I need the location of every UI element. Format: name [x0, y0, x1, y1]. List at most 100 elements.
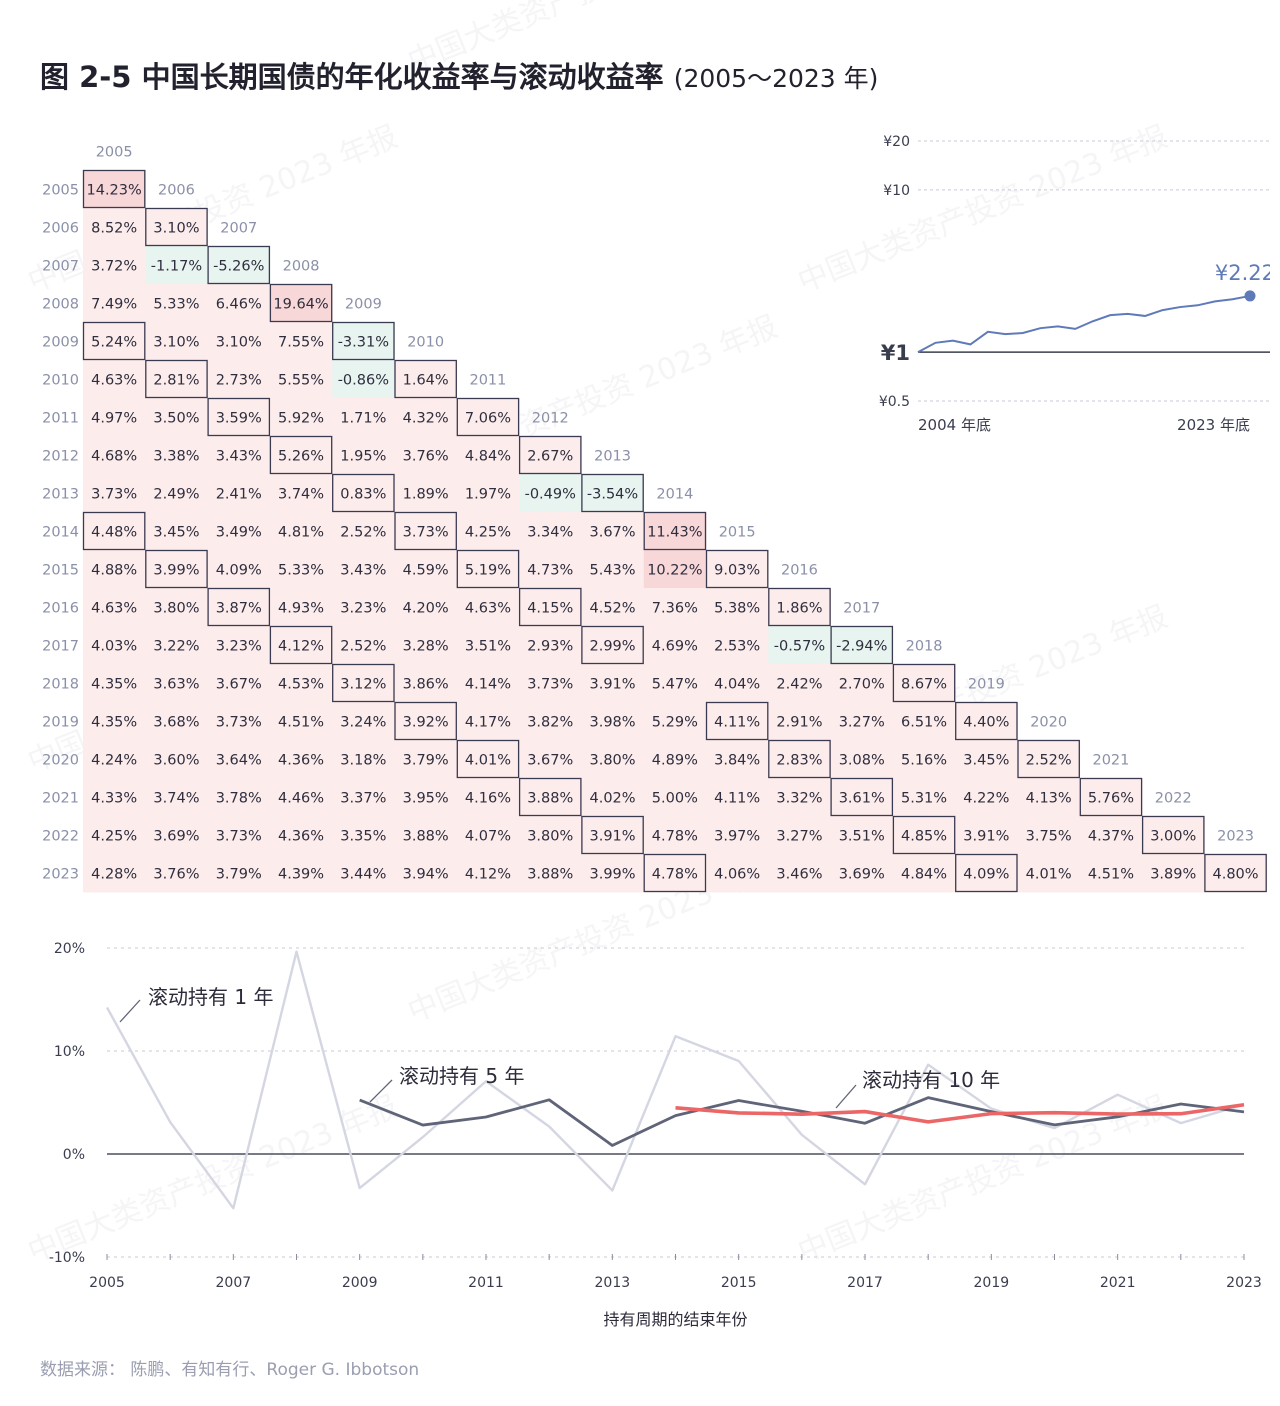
heatmap-cell-value: 4.33% [91, 791, 137, 807]
heatmap-row-label: 2010 [42, 373, 79, 389]
series-10yr-line [675, 1102, 1245, 1124]
heatmap-cell-value: 4.12% [465, 867, 511, 883]
series-1yr-line [105, 950, 1245, 1210]
heatmap-cell-box [82, 321, 146, 361]
heatmap-cell-bg [145, 854, 208, 893]
heatmap-cell-value: 7.49% [91, 297, 137, 313]
heatmap-cell-value: 4.63% [465, 601, 511, 617]
heatmap-cell-value: 4.88% [91, 563, 137, 579]
y-tick-label: ¥10 [883, 183, 910, 199]
heatmap-cell-bg [394, 588, 458, 627]
heatmap-cell-box [1204, 853, 1267, 893]
heatmap-cell-value: 3.46% [776, 867, 822, 883]
heatmap-cell-bg [332, 702, 395, 741]
heatmap-row-label: 2022 [42, 829, 79, 845]
heatmap-cell-bg [269, 474, 333, 513]
heatmap-cell-bg [207, 702, 271, 741]
heatmap-cell-value: 8.52% [91, 221, 137, 237]
heatmap-cell-bg [1079, 778, 1143, 817]
heatmap-cell-value: 3.73% [403, 525, 449, 541]
heatmap-cell-bg [1079, 854, 1143, 893]
heatmap-cell-value: 5.55% [278, 373, 324, 389]
heatmap-cell-bg [768, 778, 831, 817]
heatmap-cell-bg [581, 512, 645, 551]
heatmap-cell-value: 3.97% [714, 829, 760, 845]
heatmap-cell-box [830, 777, 894, 817]
heatmap-cell-bg [768, 816, 831, 855]
heatmap-cell-value: 4.25% [465, 525, 511, 541]
heatmap-cell-value: -2.94% [836, 639, 887, 655]
heatmap-cell-value: 3.75% [1026, 829, 1072, 845]
heatmap-row-label: 2019 [42, 715, 79, 731]
heatmap-cell-bg [83, 170, 146, 209]
heatmap-cell-bg [955, 740, 1018, 779]
heatmap-cell-bg [332, 398, 395, 437]
heatmap-cell-bg [269, 854, 333, 893]
heatmap-cell-value: 4.24% [91, 753, 137, 769]
heatmap-cell-value: 19.64% [273, 297, 328, 313]
heatmap-cell-bg [643, 550, 707, 589]
end-point-marker [1244, 290, 1256, 302]
heatmap-cell-value: 3.74% [153, 791, 199, 807]
chart-title: 图 2-5 中国长期国债的年化收益率与滚动收益率 (2005～2023 年) [40, 54, 940, 96]
y-tick-label: ¥20 [883, 134, 910, 150]
heatmap-cell-value: 4.15% [527, 601, 573, 617]
heatmap-cell-value: 9.03% [714, 563, 760, 579]
heatmap-cell-bg [1017, 740, 1081, 779]
heatmap-cell-value: 4.32% [403, 411, 449, 427]
heatmap-cell-value: 3.72% [91, 259, 137, 275]
heatmap-cell-bg [830, 740, 894, 779]
heatmap-row-label: 2013 [42, 487, 79, 503]
heatmap-cell-bg [456, 664, 520, 703]
title-main: 图 2-5 中国长期国债的年化收益率与滚动收益率 [40, 60, 664, 94]
heatmap-cell-bg [394, 816, 458, 855]
heatmap-cell-value: 3.87% [216, 601, 262, 617]
heatmap-row-label: 2011 [42, 411, 79, 427]
heatmap-cell-bg [643, 702, 707, 741]
heatmap-cell-bg [269, 664, 333, 703]
heatmap-cell-value: 3.51% [839, 829, 885, 845]
heatmap-cell-value: 3.84% [714, 753, 760, 769]
heatmap-cell-bg [519, 436, 582, 475]
heatmap-cell-value: 6.51% [901, 715, 947, 731]
heatmap-cell-value: 5.47% [652, 677, 698, 693]
heatmap-cell-value: 3.67% [590, 525, 636, 541]
heatmap-cell-value: 3.80% [527, 829, 573, 845]
heatmap-cell-value: 4.25% [91, 829, 137, 845]
heatmap-cell-value: 3.49% [216, 525, 262, 541]
heatmap-cell-value: 4.78% [652, 867, 698, 883]
heatmap-cell-bg [456, 626, 520, 665]
heatmap-cell-bg [1017, 816, 1081, 855]
heatmap-col-label: 2021 [1092, 753, 1129, 769]
heatmap-cell-value: 5.33% [153, 297, 199, 313]
heatmap-cell-bg [332, 816, 395, 855]
heatmap-cell-bg [643, 778, 707, 817]
heatmap-cell-value: 3.24% [340, 715, 386, 731]
heatmap-cell-box [1141, 815, 1205, 855]
heatmap-cell-value: 3.79% [403, 753, 449, 769]
y-tick-label: ¥1 [881, 341, 910, 365]
heatmap-cell-bg [332, 778, 395, 817]
heatmap-cell-bg [768, 702, 831, 741]
heatmap-cell-bg [207, 626, 271, 665]
heatmap-row-label: 2006 [42, 221, 79, 237]
heatmap-cell-value: 3.67% [527, 753, 573, 769]
series-label: 滚动持有 10 年 [862, 1068, 1000, 1092]
heatmap-cell-value: 4.81% [278, 525, 324, 541]
heatmap-cell-value: 3.43% [216, 449, 262, 465]
heatmap-cell-bg [456, 398, 520, 437]
heatmap-cell-value: 5.00% [652, 791, 698, 807]
heatmap-cell-value: 2.70% [839, 677, 885, 693]
heatmap-cell-box [768, 587, 831, 627]
heatmap-cell-value: 5.16% [901, 753, 947, 769]
heatmap-cell-bg [269, 588, 333, 627]
heatmap-cell-bg [145, 550, 208, 589]
heatmap-cell-bg [394, 740, 458, 779]
heatmap-cell-bg [892, 854, 956, 893]
heatmap-cell-value: 4.03% [91, 639, 137, 655]
heatmap-cell-value: 4.20% [403, 601, 449, 617]
heatmap-cell-bg [581, 664, 645, 703]
heatmap-cell-value: 3.27% [776, 829, 822, 845]
heatmap-cell-bg [145, 208, 208, 247]
heatmap-cell-value: 5.19% [465, 563, 511, 579]
